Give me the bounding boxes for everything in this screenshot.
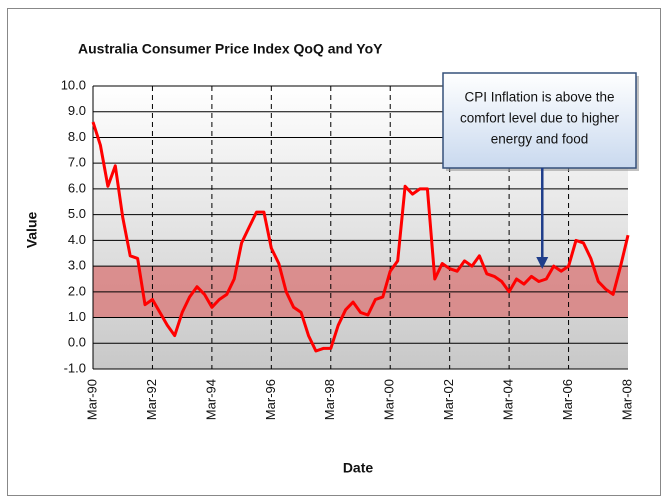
y-tick-label: 7.0 [68,155,86,170]
y-tick-label: 4.0 [68,232,86,247]
x-tick-label: Mar-02 [441,379,456,420]
y-tick-label: 10.0 [61,77,86,92]
annotation-text: CPI Inflation is above the [464,90,614,105]
y-axis-label: Value [24,212,40,249]
cpi-line [91,121,630,353]
y-tick-label: 1.0 [68,309,86,324]
x-tick-label: Mar-00 [382,379,397,420]
y-tick-label: 0.0 [68,335,86,350]
x-tick-label: Mar-94 [203,379,218,420]
x-tick-label: Mar-04 [501,379,516,420]
x-tick-label: Mar-98 [322,379,337,420]
y-tick-label: 3.0 [68,258,86,273]
y-tick-label: 8.0 [68,129,86,144]
y-tick-label: 2.0 [68,283,86,298]
y-tick-label: -1.0 [64,360,86,375]
x-tick-label: Mar-90 [84,379,99,420]
annotation-text: energy and food [491,132,589,147]
x-tick-label: Mar-96 [263,379,278,420]
x-tick-label: Mar-08 [619,379,634,420]
y-tick-label: 6.0 [68,180,86,195]
annotation-text: comfort level due to higher [460,111,620,126]
chart-title: Australia Consumer Price Index QoQ and Y… [78,41,383,57]
annotation-box [442,72,637,169]
x-axis-label: Date [343,460,374,476]
y-tick-label: 9.0 [68,103,86,118]
x-tick-label: Mar-06 [560,379,575,420]
x-tick-label: Mar-92 [144,379,159,420]
y-tick-label: 5.0 [68,206,86,221]
annotation-arrowhead [536,256,549,269]
